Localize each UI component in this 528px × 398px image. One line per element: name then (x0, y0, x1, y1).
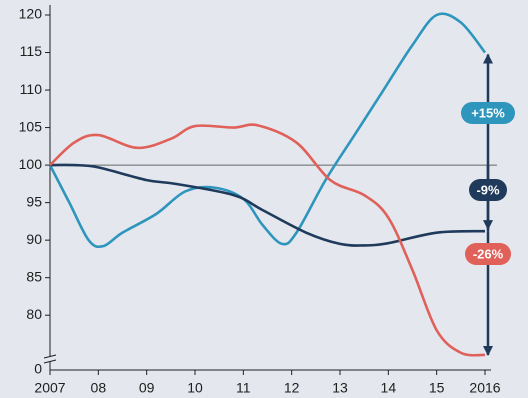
y-tick-label: 120 (19, 6, 43, 22)
y-tick-label: 95 (26, 193, 42, 209)
line (48, 12, 487, 249)
x-tick-label: 2016 (469, 380, 500, 396)
x-tick-label: 11 (236, 380, 251, 396)
axis-break-gap (44, 356, 56, 361)
x-tick-label: 14 (381, 380, 397, 396)
y-tick-label: 85 (26, 268, 42, 284)
annotation-pill (465, 243, 511, 265)
y-tick-label: 110 (20, 81, 43, 97)
y-tick-label: 115 (20, 43, 43, 59)
axis-break (43, 354, 57, 359)
y-tick-label: 80 (26, 306, 42, 322)
x-tick-label: 13 (332, 380, 348, 396)
y-tick-label: 100 (19, 156, 43, 172)
annotation-label: -26% (473, 246, 504, 261)
x-tick-label: 12 (284, 380, 300, 396)
line (49, 163, 486, 247)
x-tick-label: 10 (187, 380, 203, 396)
y-tick-label: 105 (19, 118, 43, 134)
y-tick-label: 90 (26, 231, 42, 247)
annotation-label: +15% (471, 105, 505, 120)
annotation-pill (469, 179, 507, 201)
x-tick-label: 15 (429, 380, 445, 396)
axis-break (43, 359, 57, 364)
line (49, 123, 486, 357)
x-tick-label: 09 (139, 380, 155, 396)
x-tick-label: 2007 (34, 380, 65, 396)
x-tick-label: 08 (91, 380, 107, 396)
annotation-label: -9% (476, 182, 500, 197)
annotation-pill (461, 102, 515, 124)
y-tick-label: 0 (34, 361, 42, 377)
